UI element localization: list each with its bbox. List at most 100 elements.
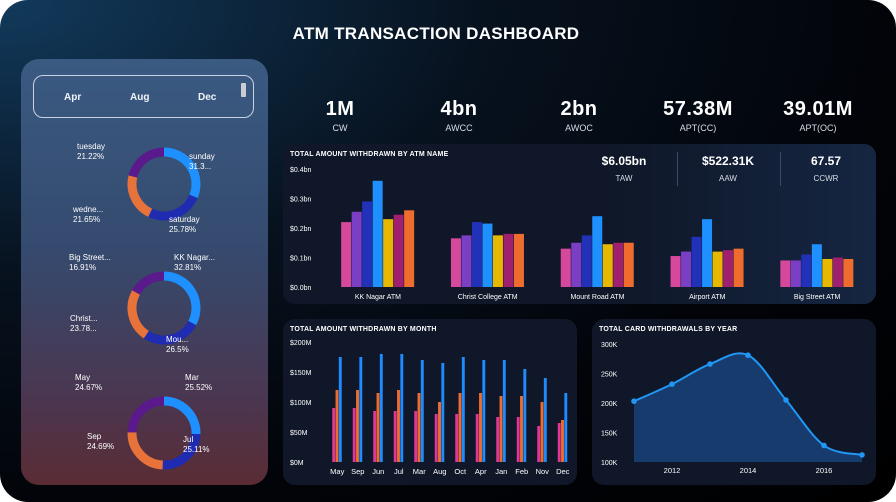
- month-bar: [397, 390, 400, 462]
- donut-label-tuesday: tuesday 21.22%: [77, 142, 106, 161]
- y-tick-label: $0.3bn: [290, 197, 312, 204]
- atm-bar: [702, 219, 713, 287]
- month-bar: [352, 408, 356, 462]
- kpi-cw: 1M CW: [325, 98, 355, 133]
- area-fill: [634, 353, 862, 462]
- month-bar: [523, 369, 527, 462]
- donut-slice: [162, 433, 201, 470]
- month-slicer[interactable]: Apr Aug Dec: [33, 75, 254, 118]
- x-tick-label: Sep: [351, 467, 364, 476]
- slicer-scrollbar[interactable]: [241, 83, 246, 97]
- month-bar: [356, 390, 359, 462]
- x-tick-label: Jul: [394, 467, 404, 476]
- month-bar: [332, 408, 336, 462]
- data-point: [745, 352, 751, 359]
- atm-bar: [341, 222, 352, 287]
- month-bar: [373, 411, 377, 462]
- atm-bar: [811, 244, 822, 287]
- x-tick-label: Apr: [475, 467, 487, 476]
- donut-label-sunday: sunday 31.3...: [189, 152, 215, 171]
- dashboard-title: ATM TRANSACTION DASHBOARD: [292, 24, 580, 43]
- x-tick-label: Oct: [454, 467, 467, 476]
- atm-bar: [592, 216, 603, 287]
- month-bar: [561, 420, 564, 462]
- atm-bar: [733, 248, 744, 287]
- month-bar: [496, 417, 500, 462]
- month-bar: [455, 414, 459, 462]
- kpi-aaw: $522.31K AAW: [701, 154, 755, 183]
- month-bar: [338, 357, 342, 462]
- slicer-month-aug[interactable]: Aug: [130, 92, 150, 103]
- y-tick-label: 250K: [601, 372, 618, 379]
- month-bar: [499, 396, 503, 462]
- month-bar: [461, 357, 465, 462]
- month-bar: [516, 417, 520, 462]
- month-bar: [520, 396, 523, 462]
- month-bar: [441, 363, 445, 462]
- month-bar: [502, 360, 506, 462]
- kpi-taw: $6.05bn TAW: [601, 154, 647, 183]
- donut-slice: [163, 396, 201, 435]
- x-tick-label: Mount Road ATM: [571, 294, 625, 301]
- y-tick-label: $0.0bn: [290, 285, 312, 292]
- y-tick-label: $0.1bn: [290, 256, 312, 263]
- month-bar: [479, 393, 482, 462]
- atm-bar: [723, 250, 734, 287]
- atm-bar: [560, 248, 571, 287]
- atm-bar: [351, 211, 362, 287]
- donut-slice: [148, 194, 198, 221]
- kpi-apt-oc: 39.01M APT(OC): [783, 98, 853, 133]
- donut-label-kk-nagar: KK Nagar... 32.81%: [174, 253, 215, 272]
- kpi-awcc: 4bn AWCC: [440, 98, 478, 133]
- atm-bar: [404, 210, 415, 287]
- y-tick-label: $0.4bn: [290, 167, 312, 174]
- atm-chart-title: TOTAL AMOUNT WITHDRAWN BY ATM NAME: [290, 151, 449, 158]
- x-tick-label: Nov: [536, 467, 550, 476]
- month-bar: [420, 360, 424, 462]
- y-tick-label: $0.2bn: [290, 226, 312, 233]
- donut-slice: [127, 175, 153, 217]
- x-tick-label: Feb: [515, 467, 528, 476]
- atm-bar: [801, 254, 812, 287]
- month-bar: [335, 390, 339, 462]
- x-tick-label: 2014: [740, 466, 757, 475]
- atm-bar: [843, 258, 854, 287]
- donut-slice: [127, 396, 165, 433]
- atm-bar: [492, 235, 503, 287]
- kpi-awoc: 2bn AWOC: [560, 98, 598, 133]
- x-tick-label: Jun: [372, 467, 384, 476]
- atm-bar: [780, 260, 791, 287]
- x-tick-label: 2016: [816, 466, 833, 475]
- kpi-ccwr: 67.57 CCWR: [810, 154, 842, 183]
- data-point: [707, 361, 713, 367]
- atm-bar: [822, 258, 833, 287]
- month-bar: [417, 393, 421, 462]
- donut-label-sep: Sep 24.69%: [87, 432, 115, 451]
- y-tick-label: 300K: [601, 342, 618, 349]
- atm-bar: [383, 219, 394, 287]
- slicer-month-dec[interactable]: Dec: [198, 92, 217, 103]
- atm-bar: [461, 235, 472, 287]
- kpi-divider: [677, 152, 678, 186]
- atm-bar: [681, 251, 692, 287]
- atm-bar: [482, 223, 493, 287]
- x-tick-label: 2012: [664, 466, 681, 475]
- y-tick-label: $150M: [290, 370, 312, 377]
- donut-slice: [143, 320, 197, 345]
- atm-bar: [712, 251, 723, 287]
- atm-bar: [450, 238, 461, 287]
- month-bar: [475, 414, 479, 462]
- x-tick-label: Airport ATM: [689, 294, 726, 301]
- x-tick-label: Dec: [556, 467, 570, 476]
- x-tick-label: May: [330, 467, 344, 476]
- month-bar: [564, 393, 568, 462]
- atm-bar: [393, 214, 404, 287]
- atm-bar: [790, 260, 801, 287]
- atm-bar: [571, 242, 582, 287]
- slicer-month-apr[interactable]: Apr: [64, 92, 82, 103]
- atm-bar: [581, 235, 592, 287]
- atm-bar: [513, 233, 524, 287]
- month-bar: [543, 378, 547, 462]
- y-tick-label: 200K: [601, 401, 618, 408]
